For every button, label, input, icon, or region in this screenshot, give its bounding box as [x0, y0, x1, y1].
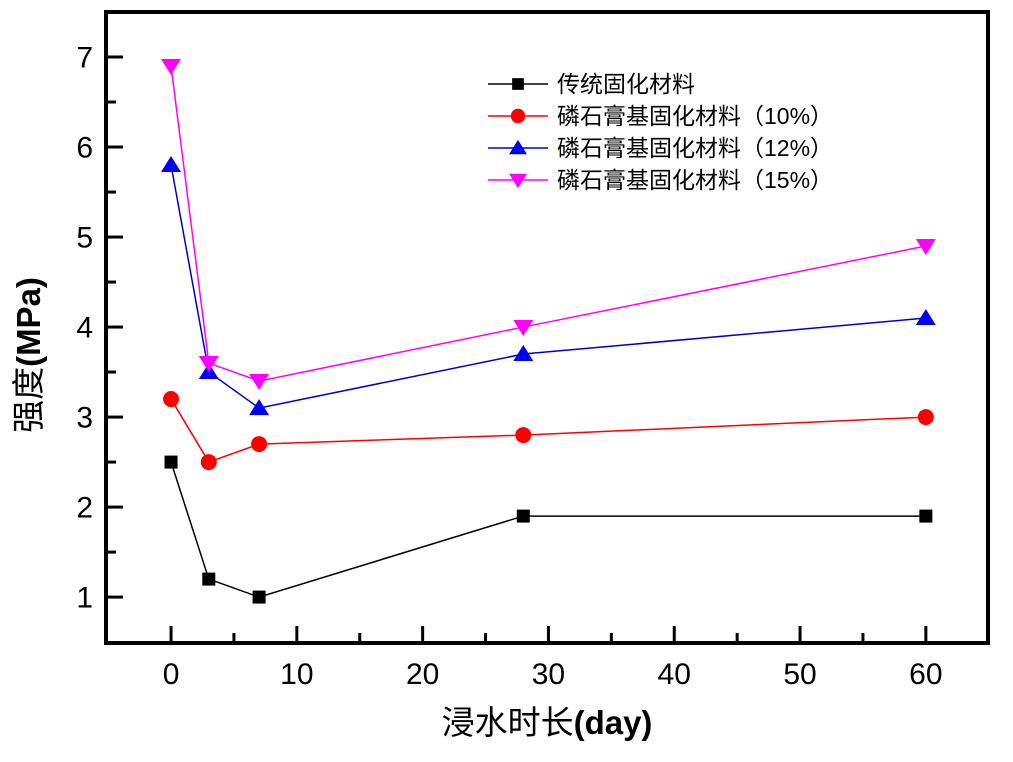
- x-tick-label: 30: [532, 658, 565, 691]
- legend-label: 磷石膏基固化材料（12%）: [557, 135, 833, 161]
- x-tick-label: 60: [909, 658, 942, 691]
- y-tick-label: 3: [76, 402, 93, 435]
- series-pg-12-point-4: [915, 309, 936, 326]
- x-axis-title-cjk: 浸水时长: [442, 704, 574, 741]
- legend-marker-triangle-up-icon: [509, 139, 527, 155]
- y-tick-label: 7: [76, 42, 93, 75]
- legend-label: 磷石膏基固化材料（15%）: [557, 167, 833, 193]
- series-pg-10: [163, 391, 934, 471]
- series-traditional-point-1: [202, 572, 216, 586]
- series-traditional-point-0: [164, 455, 178, 469]
- series-pg-12-point-0: [161, 156, 182, 173]
- x-tick-label: 50: [783, 658, 816, 691]
- legend-item-traditional: 传统固化材料: [488, 71, 695, 97]
- x-tick-label: 40: [658, 658, 691, 691]
- legend-item-pg-10: 磷石膏基固化材料（10%）: [488, 103, 833, 129]
- legend-marker-triangle-down-icon: [509, 173, 527, 189]
- series-pg-15-point-3: [513, 320, 534, 337]
- legend-item-pg-12: 磷石膏基固化材料（12%）: [488, 135, 833, 161]
- series-pg-15-point-4: [915, 239, 936, 256]
- y-tick-label: 2: [76, 492, 93, 525]
- plot-border: [104, 10, 990, 645]
- legend-label: 磷石膏基固化材料（10%）: [557, 103, 833, 129]
- x-axis-title-unit: (day): [574, 704, 653, 741]
- series-pg-15: [161, 59, 936, 391]
- legend-item-pg-15: 磷石膏基固化材料（15%）: [488, 167, 833, 193]
- legend-label: 传统固化材料: [557, 71, 695, 97]
- series-pg-10-point-0: [163, 391, 180, 408]
- axis-ticks: 0 10 20 30 40 50 60 1 2 3 4 5 6 7: [76, 42, 942, 691]
- series-pg-15-point-0: [161, 59, 182, 76]
- legend-marker-square-icon: [512, 78, 524, 90]
- x-axis-title: 浸水时长(day): [442, 704, 653, 741]
- series-pg-10-point-3: [515, 427, 532, 444]
- y-axis-title-unit: (MPa): [10, 277, 47, 367]
- series-traditional: [164, 455, 933, 604]
- series-traditional-point-4: [919, 509, 933, 523]
- x-tick-label: 20: [406, 658, 439, 691]
- series-pg-10-point-2: [251, 436, 268, 453]
- y-tick-label: 5: [76, 222, 93, 255]
- series-traditional-point-2: [252, 590, 266, 604]
- y-axis-title-cjk: 强度: [10, 367, 47, 433]
- y-tick-label: 6: [76, 132, 93, 165]
- x-tick-label: 10: [280, 658, 313, 691]
- legend-marker-circle-icon: [510, 108, 526, 124]
- series-traditional-point-3: [516, 509, 530, 523]
- series-pg-12-point-3: [513, 345, 534, 362]
- series-pg-15-point-1: [198, 356, 219, 373]
- series-pg-15-point-2: [249, 374, 270, 391]
- series-pg-12-point-2: [249, 399, 270, 416]
- y-tick-label: 4: [76, 312, 93, 345]
- series-pg-10-point-1: [200, 454, 217, 471]
- x-tick-label: 0: [163, 658, 180, 691]
- y-axis-title: 强度(MPa): [10, 277, 47, 433]
- y-tick-label: 1: [76, 582, 93, 615]
- series-pg-10-point-4: [917, 409, 934, 426]
- series-pg-12: [161, 156, 936, 416]
